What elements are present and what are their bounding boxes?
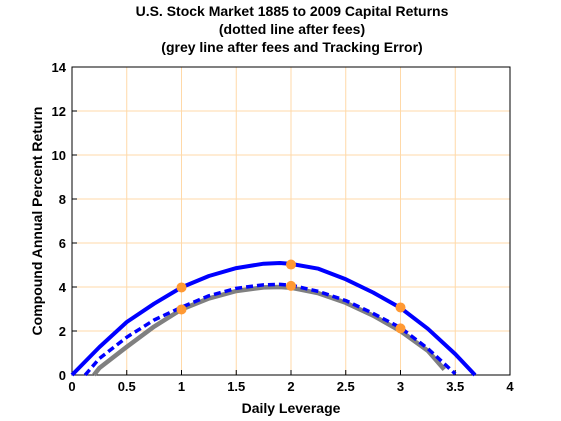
x-tick-label: 0	[68, 379, 75, 394]
y-axis-label: Compound Annual Percent Return	[29, 107, 45, 336]
data-marker	[286, 280, 296, 291]
capital-returns-line	[70, 261, 477, 377]
axis-ticks: 0 0.5 1 1.5 2 2.5 3 3.5 4 0 2 4 6 8 10 12 14	[52, 60, 515, 394]
x-tick-label: 3.5	[446, 379, 464, 394]
chart-title-line-2: (dotted line after fees)	[219, 21, 365, 37]
after-fees-tracking-error-grey-line	[92, 284, 446, 377]
y-tick-label: 8	[59, 192, 66, 207]
x-tick-label: 2.5	[337, 379, 355, 394]
series-lines	[70, 261, 477, 377]
y-tick-label: 4	[59, 280, 67, 295]
chart-title-line-1: U.S. Stock Market 1885 to 2009 Capital R…	[136, 3, 449, 19]
y-tick-label: 14	[52, 60, 67, 75]
x-tick-label: 3	[397, 379, 404, 394]
x-tick-label: 0.5	[118, 379, 136, 394]
x-tick-label: 4	[506, 379, 514, 394]
after-fees-dotted-line	[83, 282, 457, 377]
x-axis-label: Daily Leverage	[242, 400, 341, 416]
y-tick-label: 0	[59, 368, 66, 383]
chart-title-line-3: (grey line after fees and Tracking Error…	[161, 39, 422, 55]
y-tick-label: 6	[59, 236, 66, 251]
chart-title: U.S. Stock Market 1885 to 2009 Capital R…	[136, 3, 449, 55]
y-tick-label: 10	[52, 148, 66, 163]
x-tick-label: 2	[287, 379, 294, 394]
data-marker	[176, 282, 187, 293]
data-markers	[176, 259, 406, 334]
data-marker	[286, 259, 296, 270]
data-marker	[395, 323, 406, 334]
y-tick-label: 2	[59, 324, 66, 339]
y-tick-label: 12	[52, 104, 66, 119]
data-marker	[176, 304, 187, 315]
x-tick-label: 1.5	[227, 379, 245, 394]
x-tick-label: 1	[178, 379, 185, 394]
data-marker	[395, 302, 406, 313]
